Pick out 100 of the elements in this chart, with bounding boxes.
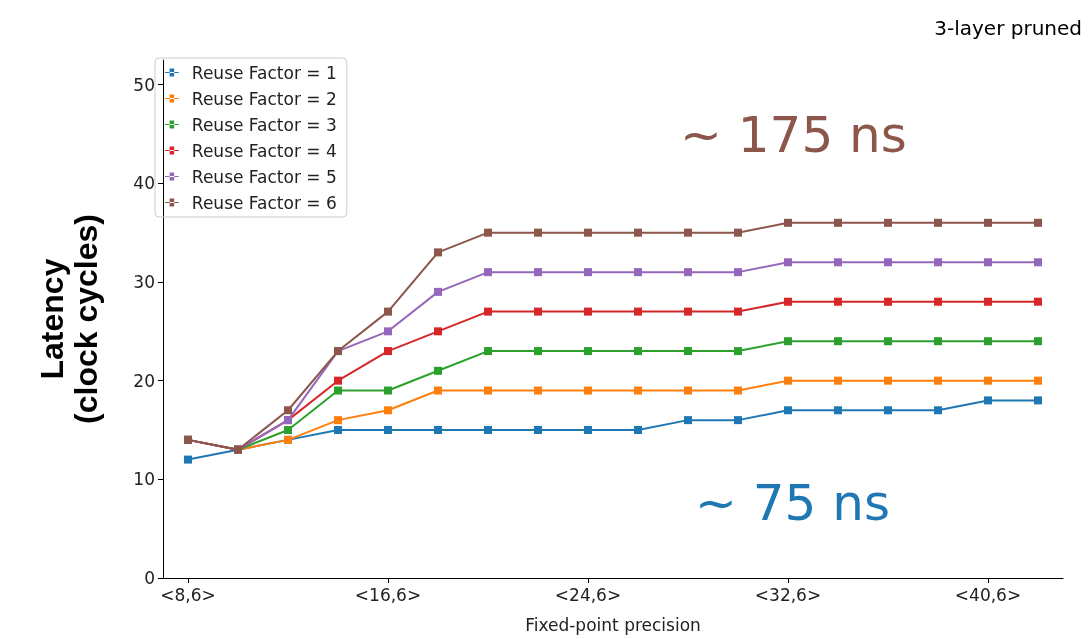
legend-label: Reuse Factor = 5 [191, 166, 337, 187]
point [684, 416, 692, 425]
point [984, 297, 992, 306]
point [584, 228, 592, 237]
point [1034, 396, 1042, 405]
point [334, 386, 342, 395]
point [384, 426, 392, 434]
legend-label: Reuse Factor = 1 [191, 62, 337, 83]
legend-label: Reuse Factor = 4 [191, 140, 337, 161]
point [584, 386, 592, 395]
point [984, 337, 992, 346]
point [784, 258, 792, 267]
point [334, 376, 342, 385]
point [934, 337, 942, 346]
point [434, 248, 442, 257]
annotation: ~ 75 ns [695, 474, 891, 532]
point [734, 228, 742, 237]
y-tick-label: 40 [133, 173, 155, 194]
point [484, 268, 492, 277]
point [634, 268, 642, 277]
point [584, 307, 592, 316]
point [684, 347, 692, 356]
point [984, 376, 992, 385]
point [984, 258, 992, 267]
point [334, 426, 342, 434]
point [484, 386, 492, 395]
point [434, 327, 442, 336]
point [784, 376, 792, 385]
point [484, 347, 492, 356]
point [434, 426, 442, 434]
point [984, 218, 992, 227]
legend-label: Reuse Factor = 3 [191, 114, 337, 135]
point [1034, 218, 1042, 227]
x-tick-label: <40,6> [954, 584, 1022, 605]
y-tick-label: 0 [144, 568, 155, 588]
point [834, 406, 842, 415]
point [534, 307, 542, 316]
point [784, 406, 792, 415]
point [584, 268, 592, 277]
point [884, 376, 892, 385]
point [1034, 376, 1042, 385]
point [1034, 297, 1042, 306]
point [1034, 258, 1042, 267]
point [734, 268, 742, 277]
legend-label: Reuse Factor = 2 [191, 88, 337, 109]
point [334, 416, 342, 425]
y-tick-label: 30 [133, 272, 155, 292]
point [884, 258, 892, 267]
point [584, 347, 592, 356]
point [634, 426, 642, 434]
point [534, 228, 542, 237]
x-tick-label: <32,6> [754, 584, 822, 605]
point [934, 297, 942, 306]
point [384, 347, 392, 356]
point [584, 426, 592, 434]
point [434, 366, 442, 375]
point [934, 218, 942, 227]
point [534, 386, 542, 395]
point [534, 268, 542, 277]
point [734, 416, 742, 425]
point [534, 347, 542, 356]
x-tick-label: <8,6> [160, 584, 216, 605]
annotation: ~ 175 ns [680, 106, 907, 164]
point [884, 218, 892, 227]
point [384, 307, 392, 316]
legend-label: Reuse Factor = 6 [191, 192, 337, 213]
y-axis-title: Latency (clock cycles) [34, 214, 104, 424]
point [984, 396, 992, 405]
point [884, 406, 892, 415]
point [834, 258, 842, 267]
point [1034, 337, 1042, 346]
point [284, 426, 292, 434]
point [834, 297, 842, 306]
point [934, 258, 942, 267]
y-tick-label: 20 [133, 370, 155, 391]
point [834, 337, 842, 346]
point [434, 386, 442, 395]
point [534, 426, 542, 434]
point [484, 307, 492, 316]
point [884, 337, 892, 346]
point [684, 386, 692, 395]
point [634, 386, 642, 395]
x-axis-title: Fixed-point precision [525, 614, 701, 635]
point [934, 376, 942, 385]
point [384, 327, 392, 336]
point [784, 337, 792, 346]
point [884, 297, 892, 306]
point [484, 228, 492, 237]
point [384, 406, 392, 415]
point [734, 307, 742, 316]
point [734, 347, 742, 356]
point [284, 406, 292, 415]
point [634, 307, 642, 316]
point [684, 228, 692, 237]
point [834, 218, 842, 227]
point [784, 297, 792, 306]
point [784, 218, 792, 227]
x-tick-label: <24,6> [554, 584, 622, 605]
point [634, 228, 642, 237]
chart-subtitle: 3-layer pruned [934, 16, 1083, 40]
